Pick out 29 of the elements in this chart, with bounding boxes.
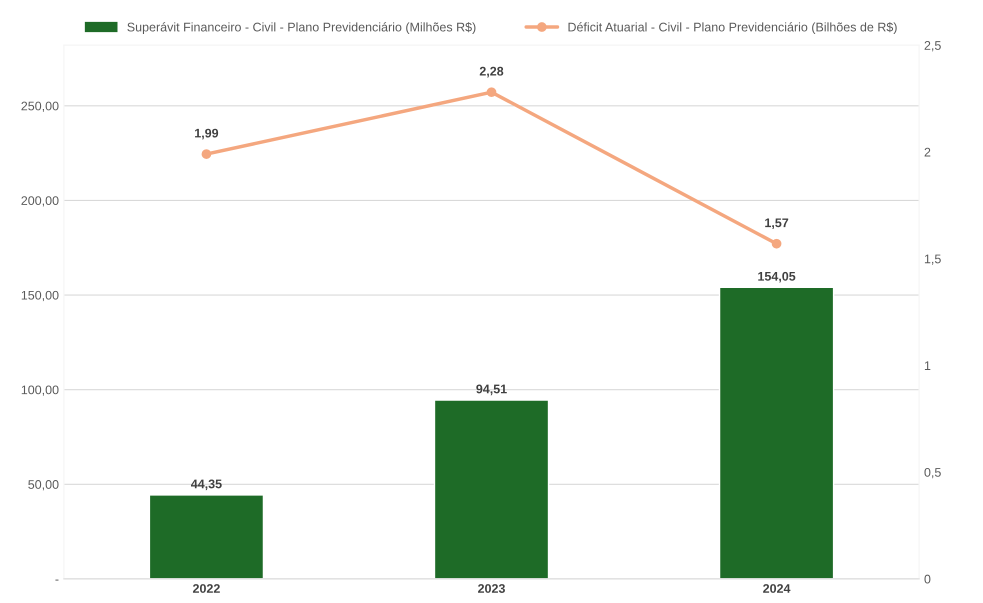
data-label: 94,51 (476, 384, 507, 396)
bar (148, 494, 264, 579)
y-tick-label: 100,00 (22, 385, 59, 396)
x-tick-label: 2023 (478, 584, 505, 593)
data-label: 154,05 (758, 272, 796, 283)
x-tick-label: 2022 (192, 584, 220, 593)
y-tick-label: 250,00 (21, 102, 59, 112)
data-label: 1,57 (765, 218, 788, 230)
y-tick-label: 150,00 (22, 290, 59, 302)
y2-tick-label: 0 (924, 574, 930, 584)
legend-label: Superávit Financeiro - Civil - Plano Previdenciário (Milhões R$) (127, 22, 476, 34)
point (202, 149, 212, 159)
point (486, 87, 496, 98)
y-tick-label: - (55, 580, 58, 581)
x-tick-label: 2024 (763, 584, 790, 593)
y2-tick-label: 2,5 (924, 41, 941, 52)
bar (718, 286, 834, 579)
y2-tick-label: 1,5 (924, 254, 941, 265)
y-tick-label: 50,00 (28, 480, 59, 490)
data-label: 2,28 (480, 66, 504, 78)
data-label: 44,35 (190, 479, 222, 490)
y-tick-label: 200,00 (21, 196, 59, 207)
y2-tick-label: 0,5 (924, 468, 941, 478)
bar (434, 399, 550, 579)
point (772, 238, 782, 249)
data-label: 1,99 (195, 128, 218, 140)
y2-tick-label: 2 (924, 148, 930, 156)
y2-tick-label: 1 (924, 361, 930, 370)
legend-label: Déficit Atuarial - Civil - Plano Previdenciário (Bilhões de R$) (568, 22, 897, 34)
